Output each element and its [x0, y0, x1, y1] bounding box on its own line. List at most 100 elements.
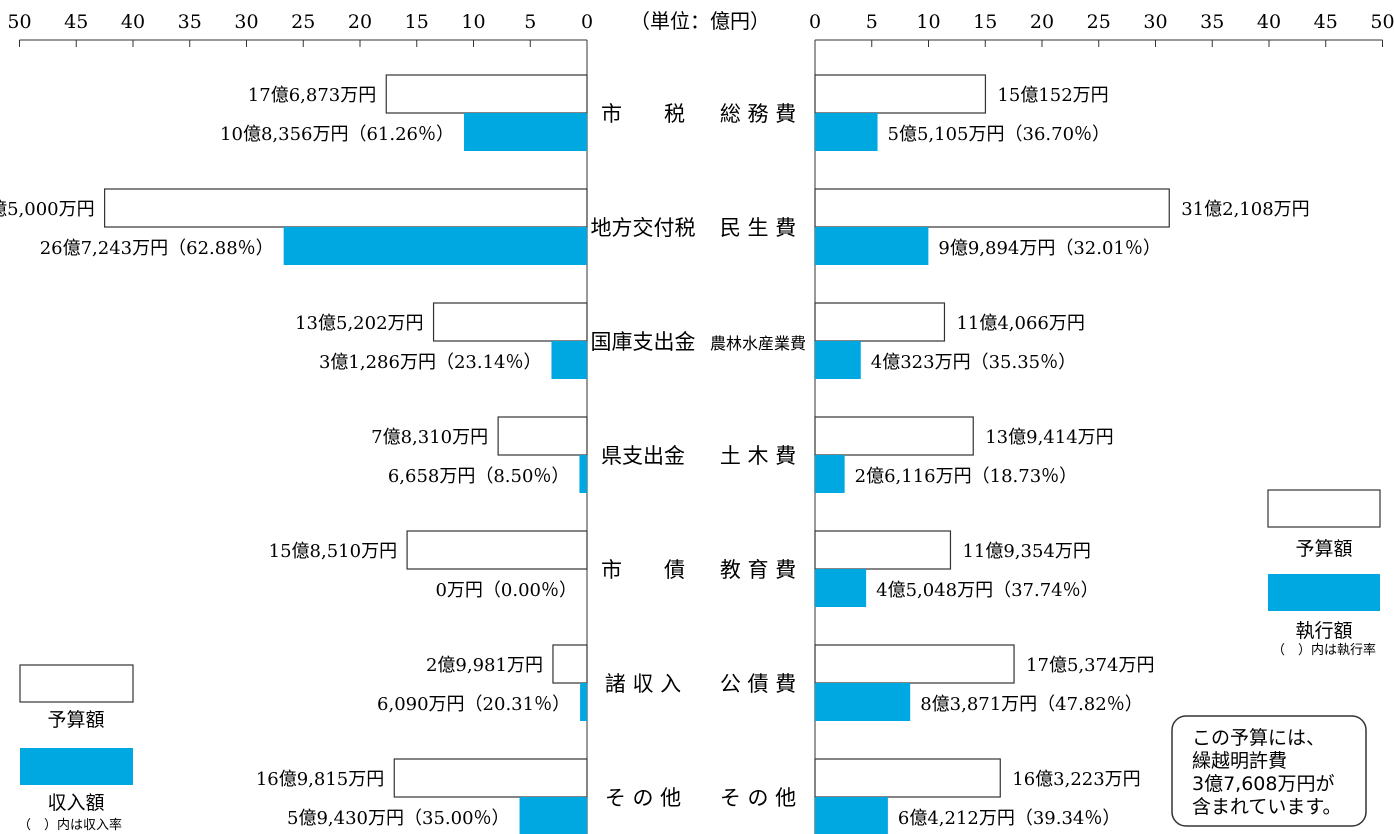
income-budget-label: 13億5,202万円	[295, 313, 423, 334]
expense-executed-label: 2億6,116万円（18.73％）	[855, 466, 1078, 487]
income-budget-label: 42億5,000万円	[0, 199, 95, 220]
legend-income-note: （ ）内は収入率	[18, 817, 122, 833]
expense-category-label: 農林水産業費	[710, 334, 806, 353]
carryover-note-line-2: 繰越明許費	[1192, 750, 1287, 772]
expense-category-label: 民 生 費	[720, 216, 796, 240]
income-category-label: 地方交付税	[591, 216, 696, 240]
income-budget-bar	[385, 74, 588, 114]
income-tick-label: 0	[581, 11, 593, 33]
legend-expense-executed-label: 執行額	[1295, 620, 1352, 642]
legend-income-executed-swatch	[20, 748, 133, 785]
expense-tick-label: 5	[866, 11, 878, 33]
expense-budget-label: 11億4,066万円	[956, 313, 1084, 334]
legend-income: 予算額 収入額 （ ）内は収入率	[18, 664, 134, 833]
income-category-label: 県支出金	[601, 444, 685, 468]
expense-executed-label: 4億323万円（35.35％）	[871, 352, 1076, 373]
carryover-note-frame	[1171, 715, 1367, 827]
expense-category-label: 土 木 費	[720, 444, 796, 468]
income-budget-bar	[406, 530, 588, 570]
expense-tick-label: 25	[1087, 11, 1111, 33]
expense-executed-label: 6億4,212万円（39.34％）	[898, 808, 1121, 829]
income-executed-bar	[579, 455, 587, 493]
expense-executed-label: 4億5,048万円（37.74％）	[876, 580, 1099, 601]
expense-category-label: 教 育 費	[720, 558, 796, 582]
income-executed-label: 6,658万円（8.50％）	[388, 466, 570, 487]
expense-executed-bar	[815, 341, 861, 379]
expense-executed-label: 8億3,871万円（47.82％）	[920, 694, 1143, 715]
expense-executed-label: 5億5,105万円（36.70％）	[888, 124, 1111, 145]
unit-label: （単位：億円）	[630, 9, 770, 33]
expense-tick-label: 30	[1143, 11, 1167, 33]
expense-category-label: そ の 他	[720, 786, 796, 810]
income-category-label: 市 債	[601, 558, 685, 582]
income-category-label: 諸 収 入	[605, 672, 681, 696]
expense-executed-bar	[815, 455, 845, 493]
carryover-note: この予算には、 繰越明許費 3億7,608万円が 含まれています。	[1171, 715, 1367, 827]
expense-budget-label: 15億152万円	[997, 85, 1108, 106]
income-budget-bar	[432, 302, 588, 342]
expense-executed-bar	[815, 569, 867, 607]
income-tick-label: 40	[121, 11, 145, 33]
expense-tick-label: 0	[809, 11, 821, 33]
income-executed-bar	[464, 113, 587, 151]
legend-expense-budget-swatch	[1267, 489, 1381, 528]
income-budget-label: 2億9,981万円	[426, 655, 543, 676]
income-budget-label: 7億8,310万円	[371, 427, 488, 448]
expense-tick-label: 50	[1370, 11, 1394, 33]
income-budget-label: 17億6,873万円	[248, 85, 376, 106]
expense-category-label: 総 務 費	[720, 102, 796, 126]
income-tick-label: 45	[64, 11, 88, 33]
income-tick-label: 30	[234, 11, 258, 33]
income-tick-label: 25	[291, 11, 315, 33]
expense-tick-label: 10	[916, 11, 940, 33]
income-tick-label: 15	[405, 11, 429, 33]
carryover-note-line-4: 含まれています。	[1192, 796, 1342, 818]
expense-tick-label: 35	[1200, 11, 1224, 33]
income-executed-bar	[519, 797, 587, 834]
income-executed-bar	[580, 683, 587, 721]
income-executed-label: 0万円（0.00％）	[435, 580, 577, 601]
expense-budget-label: 17億5,374万円	[1026, 655, 1154, 676]
income-executed-label: 3億1,286万円（23.14％）	[319, 352, 542, 373]
expense-tick-label: 45	[1314, 11, 1338, 33]
expense-budget-label: 11億9,354万円	[962, 541, 1090, 562]
expense-tick-label: 15	[973, 11, 997, 33]
expense-category-label: 公 債 費	[720, 672, 796, 696]
legend-expense: 予算額 執行額 （ ）内は執行率	[1267, 489, 1381, 658]
expense-budget-bar	[814, 530, 952, 570]
legend-income-budget-swatch	[19, 664, 134, 703]
income-budget-bar	[393, 758, 588, 798]
income-tick-label: 50	[7, 11, 31, 33]
income-tick-label: 10	[461, 11, 485, 33]
expense-budget-bar	[814, 302, 946, 342]
legend-expense-executed-swatch	[1268, 574, 1380, 611]
legend-income-budget-label: 予算額	[47, 709, 104, 731]
expense-budget-bar	[814, 758, 1001, 798]
expense-tick-label: 40	[1257, 11, 1281, 33]
income-tick-label: 5	[524, 11, 536, 33]
income-budget-label: 15億8,510万円	[269, 541, 397, 562]
income-executed-label: 5億9,430万円（35.00％）	[287, 808, 510, 829]
expense-budget-bar	[814, 188, 1170, 228]
income-executed-label: 26億7,243万円（62.88％）	[40, 238, 274, 259]
expense-budget-label: 13億9,414万円	[985, 427, 1113, 448]
expense-executed-bar	[815, 227, 929, 265]
income-tick-label: 20	[348, 11, 372, 33]
carryover-note-line-3: 3億7,608万円が	[1192, 773, 1334, 795]
expense-budget-bar	[814, 74, 987, 114]
income-category-label: 市 税	[601, 102, 685, 126]
expense-budget-label: 31億2,108万円	[1181, 199, 1309, 220]
legend-expense-note: （ ）内は執行率	[1272, 642, 1376, 658]
expense-executed-bar	[815, 113, 878, 151]
income-category-label: 国庫支出金	[591, 330, 696, 354]
income-tick-label: 35	[178, 11, 202, 33]
income-executed-label: 6,090万円（20.31％）	[377, 694, 570, 715]
expense-tick-label: 20	[1030, 11, 1054, 33]
income-budget-bar	[497, 416, 588, 456]
expense-budget-bar	[814, 644, 1015, 684]
expense-executed-bar	[815, 797, 888, 834]
income-budget-bar	[104, 188, 588, 228]
legend-expense-budget-label: 予算額	[1295, 538, 1352, 560]
expense-budget-bar	[814, 416, 974, 456]
